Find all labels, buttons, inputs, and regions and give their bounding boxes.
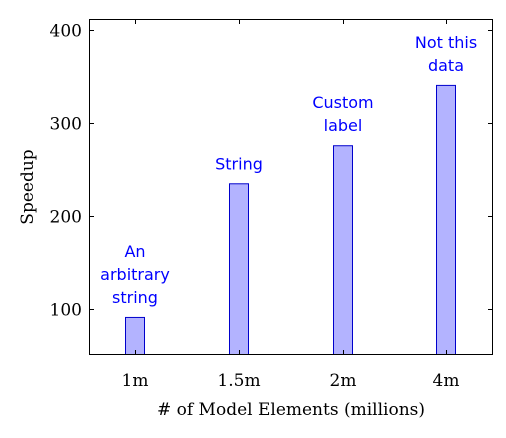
bar-4m bbox=[436, 84, 456, 356]
data-label-2m-line-1: label bbox=[324, 116, 363, 135]
bar-2m bbox=[333, 145, 353, 355]
data-label-1m-line-2: string bbox=[112, 288, 158, 307]
data-label-2m-line-0: Custom bbox=[312, 93, 373, 112]
data-label-1m-line-1: arbitrary bbox=[100, 265, 170, 284]
x-axis-title: # of Model Elements (millions) bbox=[157, 400, 425, 420]
x-tick-label-4m: 4m bbox=[433, 371, 460, 391]
data-label-1.5m-line-0: String bbox=[215, 154, 263, 173]
data-labels-layer: An arbitrary string String Custom label Not th… bbox=[100, 33, 477, 307]
y-tick-label-200: 200 bbox=[50, 208, 82, 228]
plot-frame bbox=[89, 19, 493, 355]
data-label-1m-line-0: An bbox=[124, 242, 145, 261]
bars-layer bbox=[125, 84, 456, 356]
ticks-layer bbox=[89, 19, 493, 355]
bar-1m bbox=[125, 316, 145, 356]
x-tick-label-1m: 1m bbox=[122, 371, 149, 391]
y-tick-labels: 100 200 300 400 bbox=[50, 22, 82, 321]
data-label-4m-line-1: data bbox=[428, 56, 464, 75]
y-tick-label-400: 400 bbox=[50, 22, 82, 42]
data-label-4m-line-0: Not this bbox=[415, 33, 477, 52]
y-tick-label-300: 300 bbox=[50, 115, 82, 135]
x-tick-label-2m: 2m bbox=[330, 371, 357, 391]
y-axis-title: Speedup bbox=[18, 149, 38, 224]
bar-1.5m bbox=[229, 183, 249, 355]
x-tick-label-1.5m: 1.5m bbox=[217, 371, 260, 391]
x-tick-labels: 1m 1.5m 2m 4m bbox=[122, 371, 460, 391]
y-tick-label-100: 100 bbox=[50, 301, 82, 321]
